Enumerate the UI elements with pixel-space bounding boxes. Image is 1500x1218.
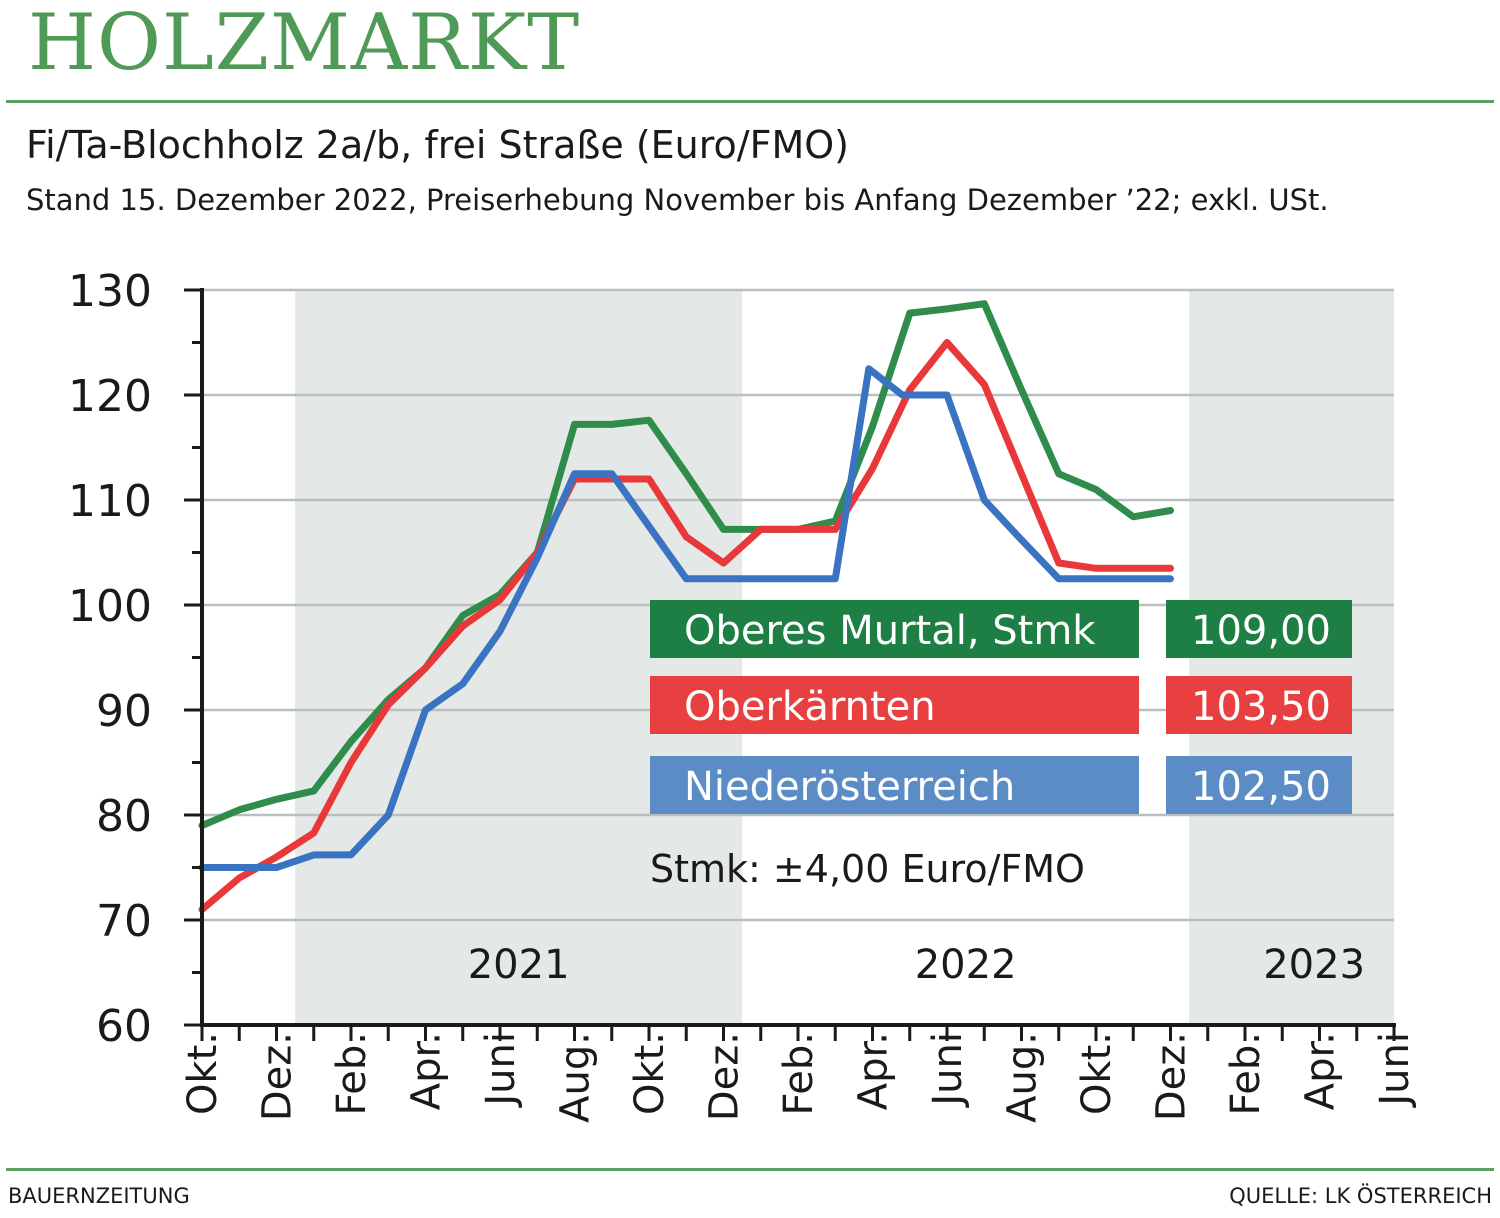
year-label-2023: 2023 xyxy=(1263,942,1365,988)
year-label-2022: 2022 xyxy=(915,942,1017,988)
axes xyxy=(184,288,1396,1041)
chart-area: 2021 2022 2023 Oberes Murtal, Stmk 109,00 Ob… xyxy=(0,230,1500,1160)
x-tick-label-28: Feb. xyxy=(1223,1032,1269,1116)
header-rule xyxy=(6,100,1494,103)
x-tick-label-24: Okt. xyxy=(1074,1032,1120,1115)
chart-title: Fi/Ta-Blochholz 2a/b, frei Straße (Euro/… xyxy=(26,123,849,167)
footer-rule xyxy=(6,1168,1494,1171)
y-tick-label-120: 120 xyxy=(68,371,152,422)
annotation-text: Stmk: ±4,00 Euro/FMO xyxy=(650,847,1085,891)
x-tick-label-26: Dez. xyxy=(1149,1032,1195,1121)
legend-value-box-1 xyxy=(1166,676,1352,734)
x-tick-labels: Okt. Dez. Feb. Apr. Juni Aug. Okt. Dez. Feb. Apr.… xyxy=(180,1032,1418,1123)
x-tick-label-6: Apr. xyxy=(404,1032,450,1110)
year-labels: 2021 2022 2023 xyxy=(468,942,1365,988)
legend-label-2: Niederösterreich xyxy=(684,764,1015,810)
y-tick-label-100: 100 xyxy=(68,581,152,632)
x-tick-label-16: Feb. xyxy=(776,1032,822,1116)
x-tick-label-18: Apr. xyxy=(851,1032,897,1110)
year-label-2021: 2021 xyxy=(468,942,570,988)
series-line-2 xyxy=(198,365,1174,871)
x-tick-label-22: Aug. xyxy=(1000,1032,1046,1123)
y-tick-label-70: 70 xyxy=(96,896,152,947)
x-tick-label-14: Dez. xyxy=(702,1032,748,1121)
x-tick-label-20: Juni xyxy=(925,1032,971,1109)
legend-value-1: 103,50 xyxy=(1191,684,1331,730)
x-tick-label-10: Aug. xyxy=(553,1032,599,1123)
legend-label-1: Oberkärnten xyxy=(684,684,936,730)
chart-subtitle: Stand 15. Dezember 2022, Preiserhebung N… xyxy=(26,183,1329,217)
legend-label-box-2 xyxy=(650,756,1139,814)
legend-value-box-0 xyxy=(1166,600,1352,658)
legend-value-0: 109,00 xyxy=(1191,608,1331,654)
series-lines xyxy=(198,300,1174,913)
y-tick-label-90: 90 xyxy=(96,686,152,737)
publication-name: BAUERNZEITUNG xyxy=(8,1184,190,1208)
y-tick-label-110: 110 xyxy=(68,476,152,527)
series-line-0 xyxy=(198,300,1174,829)
legend-label-box-1 xyxy=(650,676,1139,734)
legend: Oberes Murtal, Stmk 109,00 Oberkärnten 103,… xyxy=(650,600,1352,891)
series-line-1 xyxy=(198,339,1174,913)
y-tick-label-130: 130 xyxy=(68,266,152,317)
x-tick-label-2: Dez. xyxy=(255,1032,301,1121)
x-tick-label-4: Feb. xyxy=(329,1032,375,1116)
y-tick-label-60: 60 xyxy=(96,1001,152,1052)
y-tick-labels: 60 70 80 90 100 110 120 130 xyxy=(68,266,152,1052)
x-tick-label-32: Juni xyxy=(1372,1032,1418,1109)
legend-label-0: Oberes Murtal, Stmk xyxy=(684,608,1096,654)
legend-value-box-2 xyxy=(1166,756,1352,814)
source-credit: QUELLE: LK ÖSTERREICH xyxy=(1229,1184,1492,1208)
x-tick-label-30: Apr. xyxy=(1298,1032,1344,1110)
y-tick-label-80: 80 xyxy=(96,791,152,842)
legend-value-2: 102,50 xyxy=(1191,764,1331,810)
x-tick-label-0: Okt. xyxy=(180,1032,226,1115)
line-chart: 2021 2022 2023 Oberes Murtal, Stmk 109,00Ob… xyxy=(68,266,1418,1123)
legend-label-box-0 xyxy=(650,600,1139,658)
masthead: HOLZMARKT xyxy=(28,0,581,88)
x-tick-label-12: Okt. xyxy=(627,1032,673,1115)
x-tick-label-8: Juni xyxy=(478,1032,524,1109)
